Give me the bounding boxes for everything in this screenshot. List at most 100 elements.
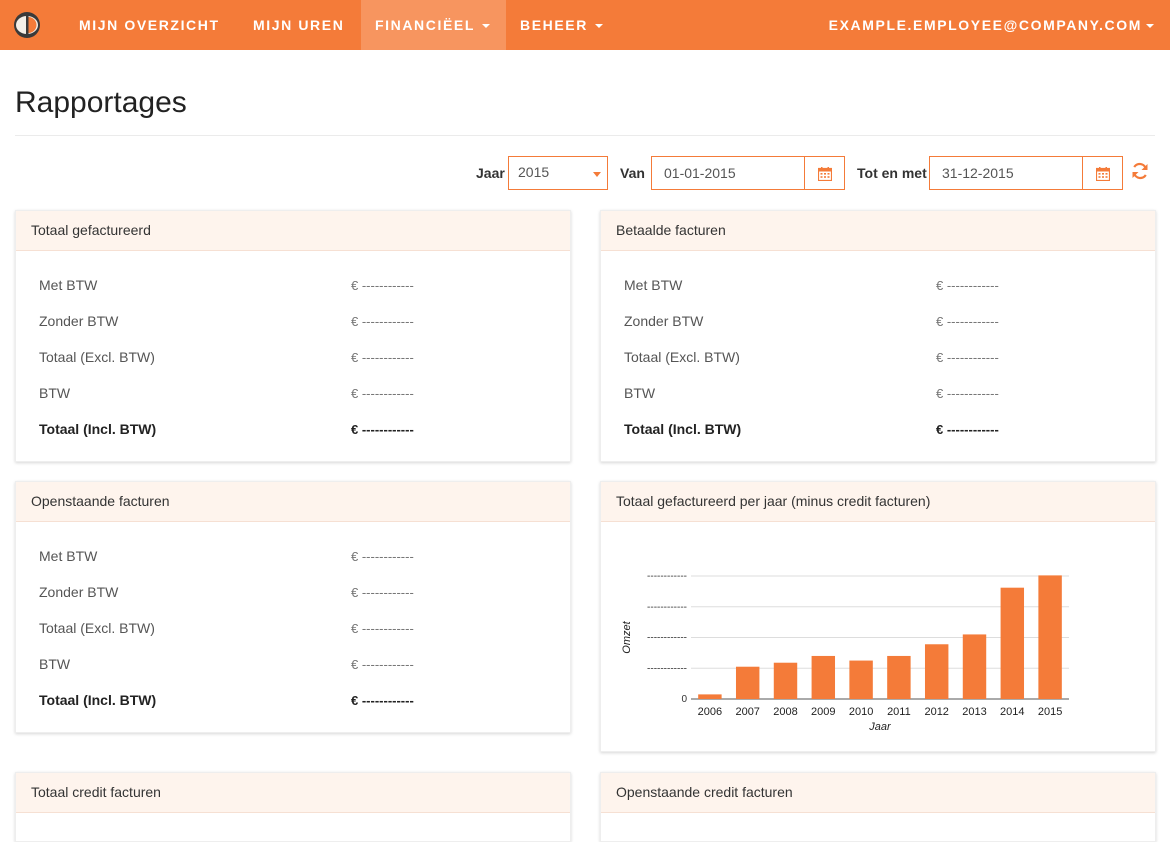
x-tick-label: 2010 <box>849 706 873 718</box>
bar <box>698 694 722 699</box>
y-tick-label: 0 <box>681 694 687 705</box>
row-value: € ------------ <box>351 314 414 329</box>
row-label: Met BTW <box>39 277 98 293</box>
row-value: € ------------ <box>936 314 999 329</box>
year-label: Jaar <box>476 165 505 181</box>
caret-down-icon <box>594 24 603 29</box>
row-value-total: € ------------ <box>351 422 414 437</box>
bar <box>1038 575 1062 699</box>
x-tick-label: 2006 <box>698 706 722 718</box>
y-tick-label: ------------ <box>647 633 687 644</box>
user-email: EXAMPLE.EMPLOYEE@COMPANY.COM <box>828 17 1142 33</box>
row-value: € ------------ <box>351 621 414 636</box>
row-value: € ------------ <box>351 585 414 600</box>
panel-title: Totaal gefactureerd <box>16 211 570 251</box>
bar <box>887 655 911 699</box>
y-axis-title: Omzet <box>621 620 633 653</box>
row-value: € ------------ <box>936 350 999 365</box>
select-caret-icon <box>593 172 601 177</box>
caret-down-icon <box>482 24 490 29</box>
x-tick-label: 2013 <box>962 706 986 718</box>
bar <box>1000 587 1025 699</box>
from-date-value: 01-01-2015 <box>664 165 736 181</box>
row-value: € ------------ <box>351 549 414 564</box>
x-tick-label: 2014 <box>1000 706 1024 718</box>
row-label: Met BTW <box>624 277 683 293</box>
user-menu-dropdown[interactable]: EXAMPLE.EMPLOYEE@COMPANY.COM <box>829 0 1154 50</box>
y-tick-label: ------------ <box>647 663 687 674</box>
to-label: Tot en met <box>857 165 927 181</box>
title-divider <box>15 135 1155 136</box>
x-tick-label: 2012 <box>924 706 948 718</box>
nav-financieel-label: FINANCIËEL <box>375 17 475 33</box>
calendar-icon <box>818 167 832 181</box>
x-tick-label: 2007 <box>735 706 759 718</box>
row-label: Totaal (Excl. BTW) <box>39 620 155 636</box>
row-value: € ------------ <box>936 278 999 293</box>
row-value-total: € ------------ <box>936 422 999 437</box>
to-date-input[interactable]: 31-12-2015 <box>929 156 1084 190</box>
row-label-total: Totaal (Incl. BTW) <box>624 421 742 437</box>
nav-mijn-uren[interactable]: MIJN UREN <box>253 17 345 33</box>
panel-title: Totaal credit facturen <box>16 773 570 813</box>
row-value: € ------------ <box>351 278 414 293</box>
panel-title: Openstaande credit facturen <box>601 773 1155 813</box>
chart-title: Totaal gefactureerd per jaar (minus cred… <box>601 482 1155 522</box>
y-tick-label: ------------ <box>647 571 687 582</box>
page-title: Rapportages <box>15 86 187 119</box>
row-value: € ------------ <box>351 657 414 672</box>
bar <box>773 662 798 699</box>
nav-beheer-label: BEHEER <box>520 17 588 33</box>
bar <box>849 660 873 699</box>
panel-openstaande-credit-facturen: Openstaande credit facturen <box>600 772 1156 842</box>
nav-mijn-overzicht[interactable]: MIJN OVERZICHT <box>79 17 220 33</box>
refresh-icon[interactable] <box>1130 161 1150 181</box>
row-label: Totaal (Excl. BTW) <box>624 349 740 365</box>
top-navbar: MIJN OVERZICHT MIJN UREN FINANCIËEL BEHE… <box>0 0 1170 50</box>
nav-beheer-dropdown[interactable]: BEHEER <box>506 0 617 50</box>
to-date-value: 31-12-2015 <box>942 165 1014 181</box>
bar <box>735 666 760 699</box>
panel-title: Betaalde facturen <box>601 211 1155 251</box>
row-label: BTW <box>39 385 71 401</box>
row-label: BTW <box>624 385 656 401</box>
year-select-value: 2015 <box>518 164 550 180</box>
x-tick-label: 2011 <box>887 706 911 718</box>
x-tick-label: 2008 <box>773 706 797 718</box>
row-label: Zonder BTW <box>624 313 704 329</box>
y-tick-label: ------------ <box>647 602 687 613</box>
panel-totaal-gefactureerd: Totaal gefactureerd Met BTW € ----------… <box>15 210 571 462</box>
row-label: Zonder BTW <box>39 313 119 329</box>
panel-betaalde-facturen: Betaalde facturen Met BTW € ------------… <box>600 210 1156 462</box>
x-tick-label: 2009 <box>811 706 835 718</box>
from-label: Van <box>620 165 645 181</box>
panel-totaal-credit-facturen: Totaal credit facturen <box>15 772 571 842</box>
row-label-total: Totaal (Incl. BTW) <box>39 421 157 437</box>
caret-down-icon <box>1146 24 1154 29</box>
year-select[interactable]: 2015 <box>508 156 608 190</box>
row-label: Met BTW <box>39 548 98 564</box>
row-label: BTW <box>39 656 71 672</box>
bar-chart: 0 ------------ ------------ ------------ ---… <box>621 571 1069 733</box>
panel-openstaande-facturen: Openstaande facturen Met BTW € ---------… <box>15 481 571 733</box>
row-label-total: Totaal (Incl. BTW) <box>39 692 157 708</box>
x-axis-title: Jaar <box>868 721 892 733</box>
row-value: € ------------ <box>351 350 414 365</box>
row-value-total: € ------------ <box>351 693 414 708</box>
calendar-icon <box>1096 167 1110 181</box>
row-value: € ------------ <box>351 386 414 401</box>
from-calendar-button[interactable] <box>804 156 845 190</box>
panel-title: Openstaande facturen <box>16 482 570 522</box>
from-date-input[interactable]: 01-01-2015 <box>651 156 806 190</box>
row-value: € ------------ <box>936 386 999 401</box>
panel-chart: Totaal gefactureerd per jaar (minus cred… <box>600 481 1156 752</box>
bar <box>924 644 949 699</box>
bar <box>962 634 987 699</box>
row-label: Zonder BTW <box>39 584 119 600</box>
bar <box>811 655 836 699</box>
to-calendar-button[interactable] <box>1082 156 1123 190</box>
row-label: Totaal (Excl. BTW) <box>39 349 155 365</box>
logo-icon[interactable] <box>13 11 41 39</box>
nav-financieel-dropdown[interactable]: FINANCIËEL <box>361 0 506 50</box>
x-tick-label: 2015 <box>1038 706 1062 718</box>
